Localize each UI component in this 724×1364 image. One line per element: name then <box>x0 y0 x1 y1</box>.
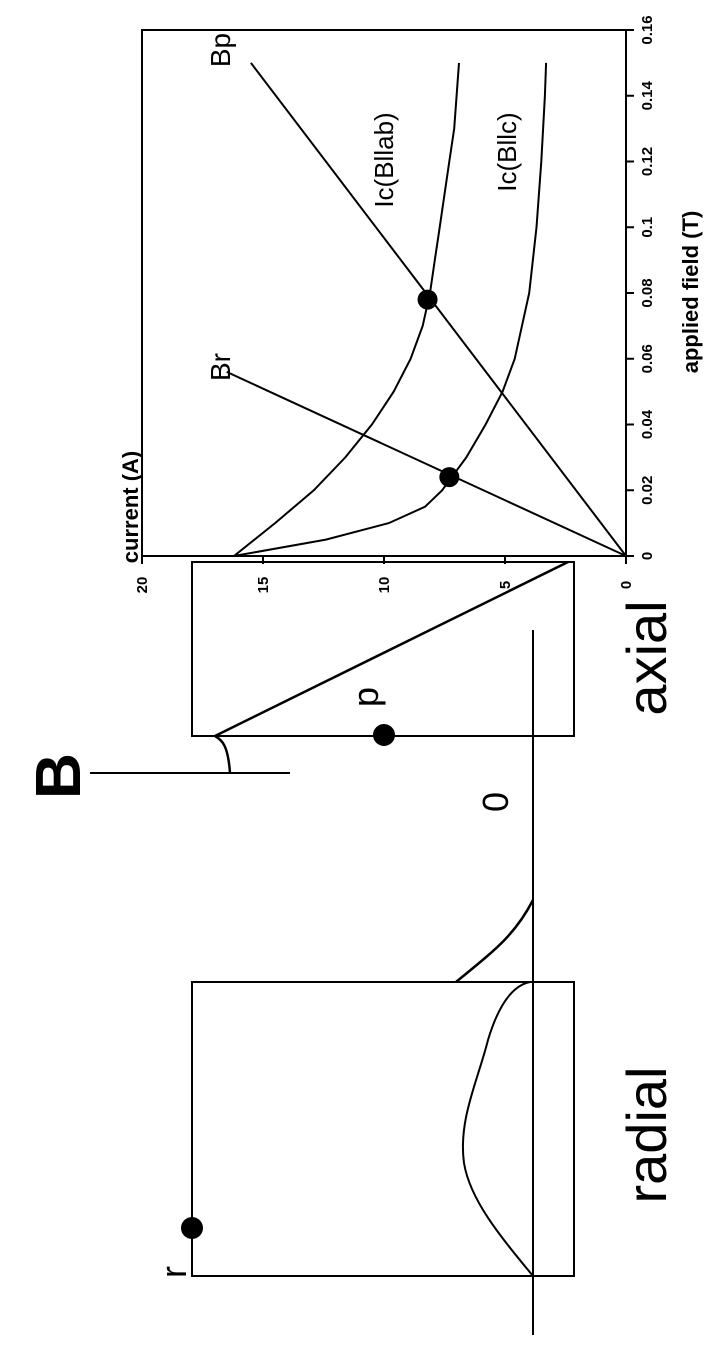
series-bp <box>250 62 627 557</box>
axial-label: axial <box>615 600 678 715</box>
y-tick-label: 5 <box>497 581 514 589</box>
intersection-point <box>417 289 438 310</box>
x-axis-ticks: 0 0.02 0.04 0.06 0.08 0.1 0.12 0.14 0.16 <box>626 15 656 560</box>
series-label-bp: Bp <box>205 33 236 67</box>
x-axis-label: applied field (T) <box>678 211 703 374</box>
x-tick-label: 0.12 <box>639 147 656 176</box>
x-tick-label: 0.08 <box>639 278 656 307</box>
chart-points <box>417 289 460 488</box>
point-r-marker <box>181 1217 203 1239</box>
series-label-ic-c: Ic(Bllc) <box>492 112 522 191</box>
x-tick-label: 0.16 <box>639 15 656 44</box>
radial-sample-rect <box>191 981 575 1277</box>
plot-frame <box>141 29 627 557</box>
field-profile-diagram: B 0 radial axial r p <box>22 560 678 1335</box>
y-tick-label: 10 <box>376 577 393 594</box>
x-tick-label: 0 <box>639 552 656 560</box>
y-tick-label: 20 <box>134 577 151 594</box>
intersection-point <box>439 467 460 488</box>
x-tick-label: 0.06 <box>639 344 656 373</box>
radial-field-profile <box>462 981 534 1277</box>
x-tick-label: 0.04 <box>639 409 656 439</box>
y-tick-label: 15 <box>255 577 272 594</box>
series-label-br: Br <box>205 353 236 381</box>
panel-label: B <box>22 753 94 799</box>
series-label-ic-ab: Ic(Bllab) <box>369 112 399 207</box>
radial-label: radial <box>615 1067 678 1204</box>
y-tick-label: 0 <box>618 581 635 589</box>
origin-label: 0 <box>475 792 516 812</box>
series-ic-ab <box>233 62 460 557</box>
p-label: p <box>345 687 386 707</box>
r-label: r <box>153 1266 194 1278</box>
x-tick-label: 0.1 <box>639 217 656 238</box>
y-axis-label: current (A) <box>118 451 143 563</box>
x-tick-label: 0.14 <box>639 80 656 110</box>
series-br <box>226 370 627 557</box>
critical-current-chart: 0 0.02 0.04 0.06 0.08 0.1 0.12 0.14 0.16 0 5 10 15 2… <box>118 15 703 593</box>
axial-field-diagonal <box>214 560 569 738</box>
point-p-marker <box>373 724 395 746</box>
axial-field-stub <box>214 734 232 774</box>
series-ic-c <box>233 62 548 557</box>
radial-field-tail <box>455 899 535 983</box>
x-tick-label: 0.02 <box>639 476 656 505</box>
